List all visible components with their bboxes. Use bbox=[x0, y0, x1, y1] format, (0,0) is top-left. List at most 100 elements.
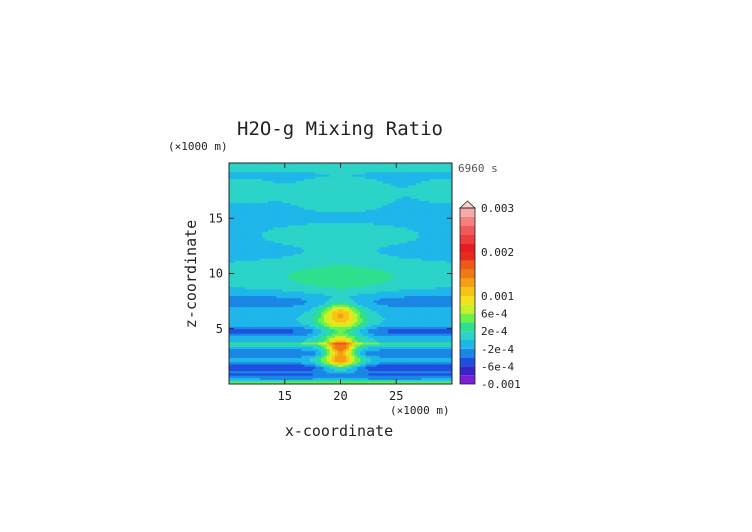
heatmap-cell bbox=[410, 377, 414, 380]
heatmap-cell bbox=[231, 350, 235, 354]
heatmap-cell bbox=[284, 291, 288, 294]
heatmap-cell bbox=[385, 295, 389, 299]
heatmap-cell bbox=[268, 350, 272, 354]
heatmap-cell bbox=[284, 306, 288, 310]
heatmap-cell bbox=[309, 311, 314, 314]
heatmap-cell bbox=[315, 355, 319, 358]
heatmap-cell bbox=[348, 275, 353, 279]
heatmap-cell bbox=[315, 381, 319, 384]
heatmap-cell bbox=[254, 258, 258, 261]
heatmap-cell bbox=[371, 271, 375, 274]
heatmap-cell bbox=[371, 277, 375, 281]
heatmap-cell bbox=[326, 359, 330, 363]
heatmap-cell bbox=[446, 280, 450, 283]
heatmap-cell bbox=[268, 348, 272, 352]
heatmap-cell bbox=[435, 300, 439, 303]
heatmap-cell bbox=[348, 372, 353, 376]
heatmap-cell bbox=[268, 260, 272, 263]
heatmap-cell bbox=[379, 253, 383, 257]
heatmap-cell bbox=[231, 355, 235, 358]
heatmap-cell bbox=[412, 295, 417, 299]
heatmap-cell bbox=[371, 246, 375, 250]
heatmap-cell bbox=[318, 284, 322, 288]
heatmap-cell bbox=[234, 255, 238, 259]
heatmap-cell bbox=[240, 266, 244, 270]
heatmap-cell bbox=[320, 333, 325, 336]
heatmap-cell bbox=[399, 361, 403, 365]
heatmap-cell bbox=[231, 284, 235, 288]
heatmap-cell bbox=[262, 308, 266, 312]
heatmap-cell bbox=[360, 348, 364, 352]
heatmap-cell bbox=[318, 300, 322, 303]
heatmap-cell bbox=[440, 315, 445, 319]
chart-title: H2O-g Mixing Ratio bbox=[237, 118, 443, 140]
heatmap-cell bbox=[301, 308, 305, 312]
heatmap-cell bbox=[399, 328, 403, 332]
heatmap-cell bbox=[248, 304, 252, 308]
heatmap-cell bbox=[396, 337, 400, 341]
heatmap-cell bbox=[318, 353, 322, 356]
heatmap-cell bbox=[262, 302, 266, 305]
heatmap-cell bbox=[309, 277, 314, 281]
heatmap-cell bbox=[262, 286, 266, 290]
heatmap-cell bbox=[265, 269, 269, 272]
heatmap-cell bbox=[449, 284, 452, 288]
heatmap-cell bbox=[242, 361, 247, 365]
heatmap-cell bbox=[329, 324, 333, 327]
heatmap-cell bbox=[343, 249, 347, 252]
heatmap-cell bbox=[287, 302, 291, 305]
heatmap-cell bbox=[287, 324, 291, 327]
heatmap-cell bbox=[387, 291, 392, 294]
heatmap-cell bbox=[404, 381, 408, 384]
heatmap-cell bbox=[265, 286, 269, 290]
heatmap-cell bbox=[287, 350, 291, 354]
heatmap-cell bbox=[421, 249, 425, 252]
heatmap-cell bbox=[399, 330, 403, 334]
heatmap-cell bbox=[387, 337, 392, 341]
heatmap-cell bbox=[234, 339, 238, 343]
heatmap-cell bbox=[343, 317, 347, 321]
heatmap-cell bbox=[323, 324, 327, 327]
heatmap-cell bbox=[443, 291, 447, 294]
heatmap-cell bbox=[387, 311, 392, 314]
heatmap-cell bbox=[265, 333, 269, 336]
heatmap-cell bbox=[360, 355, 364, 358]
heatmap-cell bbox=[443, 304, 447, 308]
heatmap-cell bbox=[340, 293, 344, 296]
heatmap-cell bbox=[284, 288, 288, 292]
heatmap-cell bbox=[312, 304, 316, 308]
heatmap-cell bbox=[251, 271, 255, 274]
heatmap-cell bbox=[301, 282, 305, 285]
heatmap-cell bbox=[376, 302, 380, 305]
heatmap-cell bbox=[284, 355, 288, 358]
heatmap-cell bbox=[404, 353, 408, 356]
heatmap-cell bbox=[346, 311, 350, 314]
heatmap-cell bbox=[418, 346, 422, 350]
heatmap-cell bbox=[284, 350, 288, 354]
heatmap-cell bbox=[234, 337, 238, 341]
heatmap-cell bbox=[326, 302, 330, 305]
heatmap-cell bbox=[429, 280, 433, 283]
heatmap-cell bbox=[234, 297, 238, 301]
heatmap-cell bbox=[418, 286, 422, 290]
heatmap-cell bbox=[357, 381, 361, 384]
heatmap-cell bbox=[254, 288, 258, 292]
heatmap-cell bbox=[318, 273, 322, 277]
heatmap-cell bbox=[326, 260, 330, 263]
heatmap-cell bbox=[262, 372, 266, 376]
heatmap-cell bbox=[329, 381, 333, 384]
heatmap-cell bbox=[446, 262, 450, 266]
heatmap-cell bbox=[270, 319, 274, 323]
heatmap-cell bbox=[329, 308, 333, 312]
heatmap-cell bbox=[262, 293, 266, 296]
heatmap-cell bbox=[293, 282, 297, 285]
heatmap-cell bbox=[234, 269, 238, 272]
heatmap-cell bbox=[295, 333, 300, 336]
heatmap-cell bbox=[379, 260, 383, 263]
heatmap-cell bbox=[351, 344, 355, 347]
heatmap-cell bbox=[340, 375, 344, 378]
heatmap-cell bbox=[298, 381, 302, 384]
heatmap-cell bbox=[340, 377, 344, 380]
heatmap-cell bbox=[401, 304, 406, 308]
heatmap-cell bbox=[309, 355, 314, 358]
